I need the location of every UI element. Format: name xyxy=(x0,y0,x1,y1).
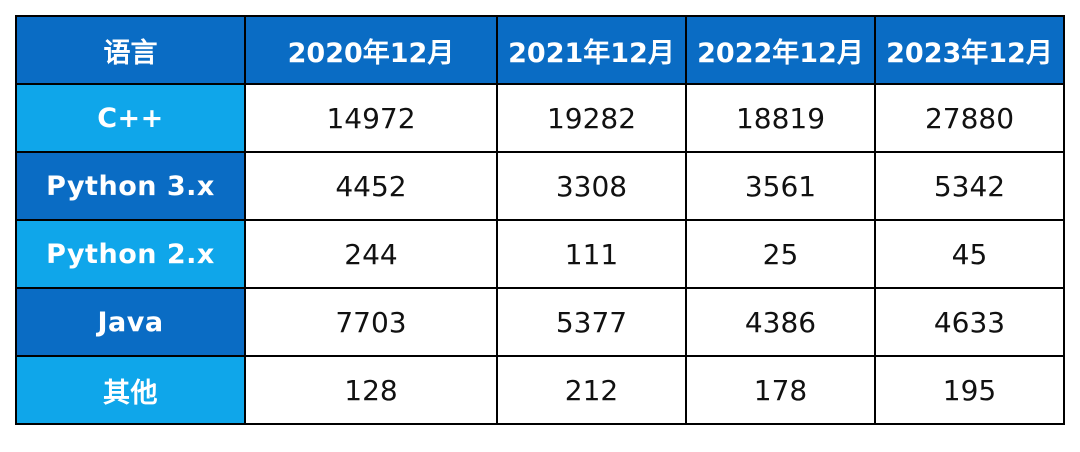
table-cell: 4633 xyxy=(874,287,1065,357)
table-cell: 212 xyxy=(496,355,687,425)
table-cell: 19282 xyxy=(496,83,687,153)
table-row: Python 2.x 244 111 25 45 xyxy=(15,219,1065,289)
header-language: 语言 xyxy=(15,15,246,85)
table-header-row: 语言 2020年12月 2021年12月 2022年12月 2023年12月 xyxy=(15,15,1065,85)
table-cell: 5342 xyxy=(874,151,1065,221)
row-label-java: Java xyxy=(15,287,246,357)
row-label-other: 其他 xyxy=(15,355,246,425)
table-cell: 27880 xyxy=(874,83,1065,153)
language-stats-table: 语言 2020年12月 2021年12月 2022年12月 2023年12月 C… xyxy=(15,15,1065,425)
header-2023-12: 2023年12月 xyxy=(874,15,1065,85)
table-cell: 14972 xyxy=(244,83,498,153)
header-2022-12: 2022年12月 xyxy=(685,15,876,85)
table-cell: 7703 xyxy=(244,287,498,357)
table-row: C++ 14972 19282 18819 27880 xyxy=(15,83,1065,153)
table-row: 其他 128 212 178 195 xyxy=(15,355,1065,425)
table-cell: 18819 xyxy=(685,83,876,153)
table-cell: 244 xyxy=(244,219,498,289)
table-cell: 4386 xyxy=(685,287,876,357)
table-cell: 3561 xyxy=(685,151,876,221)
table-cell: 111 xyxy=(496,219,687,289)
table-cell: 4452 xyxy=(244,151,498,221)
data-table-container: 语言 2020年12月 2021年12月 2022年12月 2023年12月 C… xyxy=(15,15,1065,425)
table-cell: 178 xyxy=(685,355,876,425)
table-row: Java 7703 5377 4386 4633 xyxy=(15,287,1065,357)
table-cell: 3308 xyxy=(496,151,687,221)
table-cell: 195 xyxy=(874,355,1065,425)
table-row: Python 3.x 4452 3308 3561 5342 xyxy=(15,151,1065,221)
table-cell: 5377 xyxy=(496,287,687,357)
header-2021-12: 2021年12月 xyxy=(496,15,687,85)
header-2020-12: 2020年12月 xyxy=(244,15,498,85)
row-label-cpp: C++ xyxy=(15,83,246,153)
table-cell: 45 xyxy=(874,219,1065,289)
table-cell: 128 xyxy=(244,355,498,425)
row-label-python3: Python 3.x xyxy=(15,151,246,221)
row-label-python2: Python 2.x xyxy=(15,219,246,289)
table-cell: 25 xyxy=(685,219,876,289)
